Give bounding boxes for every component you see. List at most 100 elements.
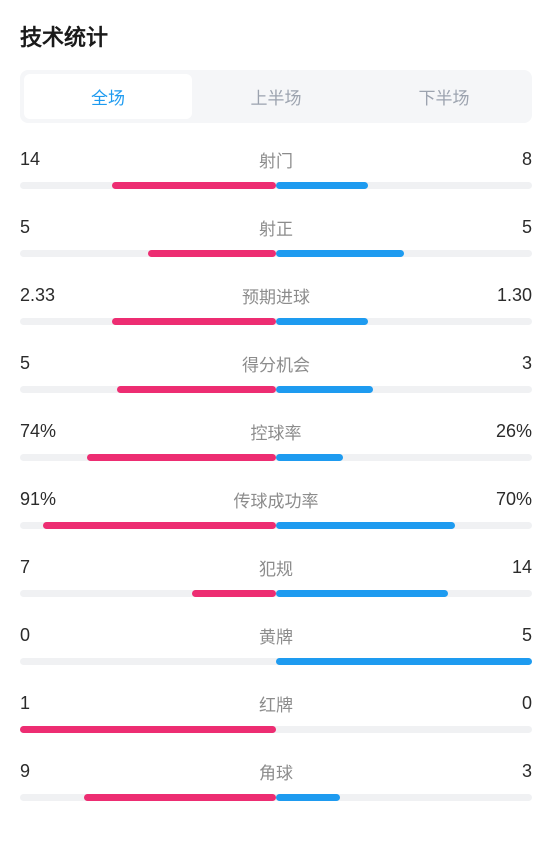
stat-header: 74%控球率26% <box>20 419 532 444</box>
stat-row: 14射门8 <box>20 147 532 189</box>
bar-right-fill <box>276 590 448 597</box>
bar-left-fill <box>112 318 276 325</box>
bar-right-fill <box>276 182 368 189</box>
bar-right-half <box>276 658 532 665</box>
stat-label: 射正 <box>70 215 482 240</box>
stat-bar-track <box>20 658 532 665</box>
stat-value-left: 74% <box>20 421 70 442</box>
stat-row: 5得分机会3 <box>20 351 532 393</box>
stat-row: 5射正5 <box>20 215 532 257</box>
bar-left-half <box>20 250 276 257</box>
stat-bar-track <box>20 522 532 529</box>
bar-right-half <box>276 318 532 325</box>
stat-value-left: 9 <box>20 761 70 782</box>
stat-bar-track <box>20 590 532 597</box>
period-tabs: 全场 上半场 下半场 <box>20 70 532 123</box>
bar-right-fill <box>276 318 368 325</box>
bar-left-fill <box>148 250 276 257</box>
stat-value-right: 3 <box>482 761 532 782</box>
stat-label: 犯规 <box>70 555 482 580</box>
stat-bar-track <box>20 250 532 257</box>
bar-right-half <box>276 794 532 801</box>
stat-header: 5射正5 <box>20 215 532 240</box>
bar-right-half <box>276 522 532 529</box>
bar-left-half <box>20 726 276 733</box>
stat-value-left: 1 <box>20 693 70 714</box>
stat-value-right: 5 <box>482 217 532 238</box>
stat-bar-track <box>20 182 532 189</box>
stat-bar-track <box>20 454 532 461</box>
stat-header: 7犯规14 <box>20 555 532 580</box>
tab-second-half[interactable]: 下半场 <box>360 74 528 119</box>
stat-row: 2.33预期进球1.30 <box>20 283 532 325</box>
stat-bar-track <box>20 794 532 801</box>
bar-right-half <box>276 182 532 189</box>
stat-value-left: 5 <box>20 353 70 374</box>
stat-value-left: 0 <box>20 625 70 646</box>
stat-value-left: 91% <box>20 489 70 510</box>
bar-left-half <box>20 522 276 529</box>
bar-right-fill <box>276 386 373 393</box>
stat-value-right: 26% <box>482 421 532 442</box>
stat-value-right: 70% <box>482 489 532 510</box>
bar-right-half <box>276 454 532 461</box>
stat-label: 红牌 <box>70 691 482 716</box>
stat-value-left: 14 <box>20 149 70 170</box>
bar-right-half <box>276 590 532 597</box>
stat-value-left: 7 <box>20 557 70 578</box>
bar-right-fill <box>276 454 343 461</box>
bar-left-fill <box>20 726 276 733</box>
stat-bar-track <box>20 386 532 393</box>
bar-right-fill <box>276 794 340 801</box>
stat-value-right: 14 <box>482 557 532 578</box>
stat-value-right: 8 <box>482 149 532 170</box>
stat-value-right: 0 <box>482 693 532 714</box>
stat-header: 2.33预期进球1.30 <box>20 283 532 308</box>
bar-left-fill <box>192 590 276 597</box>
stat-row: 91%传球成功率70% <box>20 487 532 529</box>
bar-left-half <box>20 794 276 801</box>
bar-left-fill <box>117 386 276 393</box>
stat-header: 5得分机会3 <box>20 351 532 376</box>
stat-label: 得分机会 <box>70 351 482 376</box>
stat-bar-track <box>20 318 532 325</box>
stat-header: 0黄牌5 <box>20 623 532 648</box>
bar-left-fill <box>112 182 276 189</box>
stat-value-left: 2.33 <box>20 285 70 306</box>
bar-left-half <box>20 454 276 461</box>
bar-left-fill <box>87 454 276 461</box>
bar-left-half <box>20 590 276 597</box>
tab-first-half[interactable]: 上半场 <box>192 74 360 119</box>
stats-panel: 技术统计 全场 上半场 下半场 14射门85射正52.33预期进球1.305得分… <box>0 0 552 847</box>
bar-right-half <box>276 726 532 733</box>
bar-left-half <box>20 386 276 393</box>
stat-value-left: 5 <box>20 217 70 238</box>
stat-row: 1红牌0 <box>20 691 532 733</box>
stat-bar-track <box>20 726 532 733</box>
stat-label: 控球率 <box>70 419 482 444</box>
stat-value-right: 1.30 <box>482 285 532 306</box>
stat-label: 黄牌 <box>70 623 482 648</box>
stat-header: 9角球3 <box>20 759 532 784</box>
stat-row: 9角球3 <box>20 759 532 801</box>
bar-right-fill <box>276 250 404 257</box>
stat-value-right: 3 <box>482 353 532 374</box>
bar-right-half <box>276 386 532 393</box>
panel-title: 技术统计 <box>20 20 532 52</box>
stat-header: 14射门8 <box>20 147 532 172</box>
bar-right-half <box>276 250 532 257</box>
stat-header: 91%传球成功率70% <box>20 487 532 512</box>
stat-header: 1红牌0 <box>20 691 532 716</box>
stat-row: 74%控球率26% <box>20 419 532 461</box>
stat-label: 预期进球 <box>70 283 482 308</box>
bar-left-fill <box>84 794 276 801</box>
stats-list: 14射门85射正52.33预期进球1.305得分机会374%控球率26%91%传… <box>20 147 532 801</box>
stat-label: 传球成功率 <box>70 487 482 512</box>
bar-left-fill <box>43 522 276 529</box>
stat-label: 角球 <box>70 759 482 784</box>
tab-full[interactable]: 全场 <box>24 74 192 119</box>
stat-value-right: 5 <box>482 625 532 646</box>
stat-label: 射门 <box>70 147 482 172</box>
stat-row: 7犯规14 <box>20 555 532 597</box>
bar-left-half <box>20 182 276 189</box>
